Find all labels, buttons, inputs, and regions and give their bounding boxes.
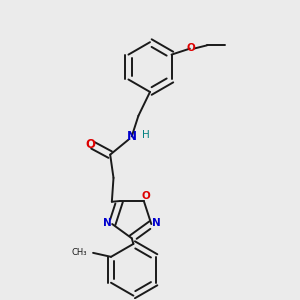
Text: O: O	[187, 43, 196, 53]
Text: CH₃: CH₃	[72, 248, 87, 257]
Text: O: O	[141, 191, 150, 201]
Text: N: N	[127, 130, 137, 143]
Text: N: N	[103, 218, 111, 228]
Text: H: H	[142, 130, 150, 140]
Text: N: N	[152, 218, 161, 228]
Text: O: O	[85, 138, 95, 151]
